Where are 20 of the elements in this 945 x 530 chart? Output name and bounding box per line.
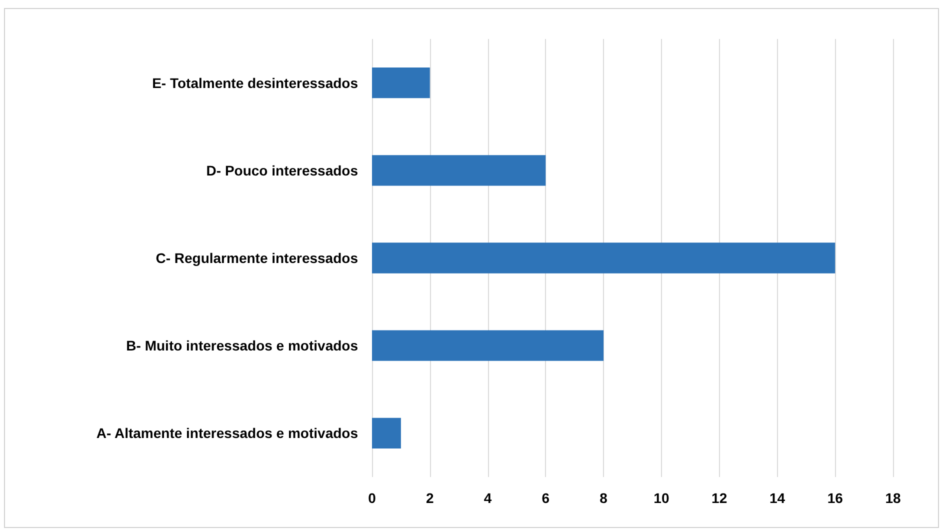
x-tick-label: 16 [827, 490, 844, 506]
x-tick-label: 4 [484, 490, 492, 506]
x-tick-label: 8 [600, 490, 608, 506]
y-tick-label: E- Totalmente desinteressados [152, 74, 358, 91]
x-tick-label: 0 [368, 490, 376, 506]
y-tick-label: D- Pouco interessados [206, 162, 358, 178]
x-tick-label: 2 [426, 490, 434, 506]
bar [372, 242, 836, 274]
bar [372, 67, 430, 98]
y-tick-label: A- Altamente interessados e motivados [96, 425, 358, 442]
x-tick-label: 6 [542, 490, 550, 506]
bar [372, 330, 604, 361]
bar [372, 418, 401, 449]
x-tick-label: 18 [885, 490, 901, 506]
y-tick-label: C- Regularmente interessados [156, 250, 358, 266]
x-tick-label: 12 [712, 490, 728, 506]
x-tick-label: 14 [769, 490, 786, 506]
y-tick-label: B- Muito interessados e motivados [126, 338, 358, 354]
x-tick-label: 10 [654, 490, 670, 506]
bar [372, 155, 546, 186]
